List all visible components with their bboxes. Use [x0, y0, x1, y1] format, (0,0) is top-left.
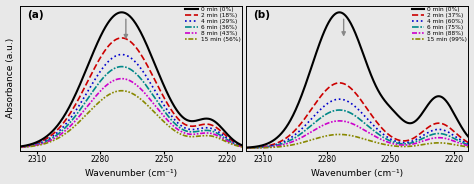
- X-axis label: Wavenumber (cm⁻¹): Wavenumber (cm⁻¹): [85, 169, 177, 178]
- X-axis label: Wavenumber (cm⁻¹): Wavenumber (cm⁻¹): [311, 169, 403, 178]
- Legend: 0 min (0%), 2 min (37%), 4 min (60%), 6 min (75%), 8 min (88%), 15 min (99%): 0 min (0%), 2 min (37%), 4 min (60%), 6 …: [411, 7, 467, 43]
- Text: (b): (b): [253, 10, 270, 20]
- Y-axis label: Absorbance (a.u.): Absorbance (a.u.): [6, 38, 15, 118]
- Legend: 0 min (0%), 2 min (18%), 4 min (29%), 6 min (36%), 8 min (43%), 15 min (56%): 0 min (0%), 2 min (18%), 4 min (29%), 6 …: [185, 7, 241, 43]
- Text: (a): (a): [27, 10, 44, 20]
